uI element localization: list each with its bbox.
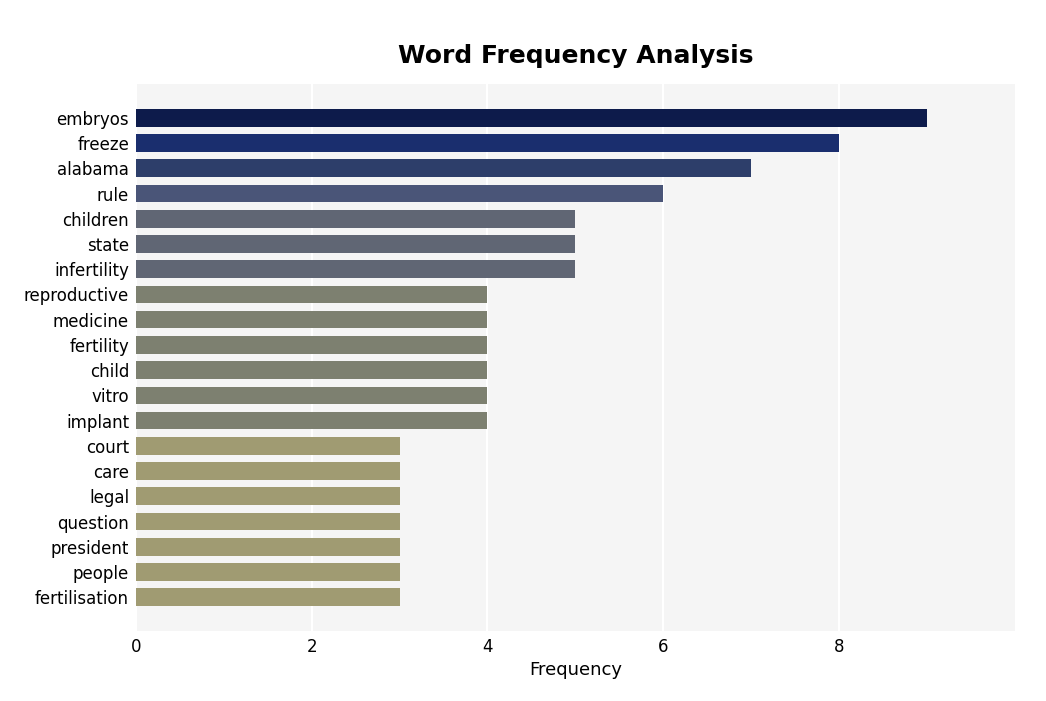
Bar xyxy=(136,563,400,581)
Bar xyxy=(136,588,400,606)
Bar xyxy=(136,109,927,127)
Bar xyxy=(136,538,400,556)
Title: Word Frequency Analysis: Word Frequency Analysis xyxy=(397,44,753,68)
Bar xyxy=(136,260,575,278)
Bar xyxy=(136,285,487,304)
Bar xyxy=(136,462,400,480)
Bar xyxy=(136,361,487,379)
Bar xyxy=(136,235,575,253)
Bar xyxy=(136,134,839,152)
Bar xyxy=(136,210,575,228)
Bar xyxy=(136,159,751,177)
Bar xyxy=(136,336,487,354)
Bar xyxy=(136,437,400,455)
Bar xyxy=(136,512,400,531)
X-axis label: Frequency: Frequency xyxy=(529,662,621,679)
Bar xyxy=(136,487,400,505)
Bar xyxy=(136,411,487,430)
Bar xyxy=(136,184,663,203)
Bar xyxy=(136,386,487,404)
Bar xyxy=(136,311,487,329)
